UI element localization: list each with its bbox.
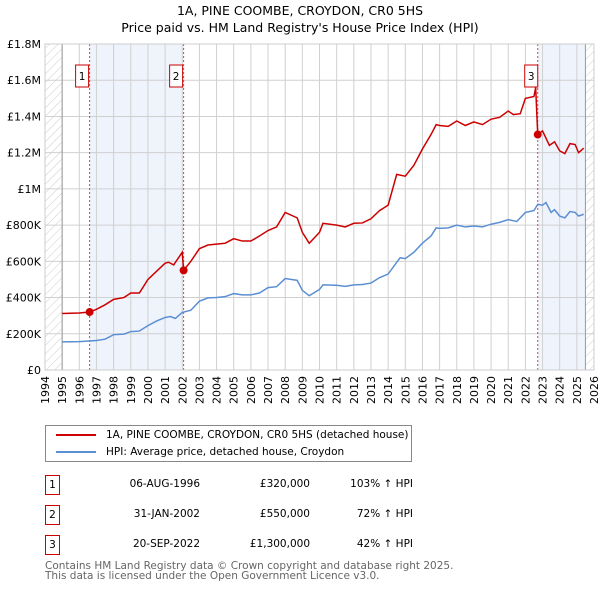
sale-label-box [75,64,90,88]
x-tick-label: 1995 [56,376,69,404]
x-tick-label: 2021 [502,376,515,404]
sale-row: 3 20-SEP-2022 £1,300,000 42% ↑ HPI [45,535,445,555]
x-tick-label: 2000 [142,376,155,404]
x-tick-label: 2013 [365,376,378,404]
x-tick-label: 2001 [159,376,172,404]
hatched-range [45,44,63,370]
shaded-range [89,44,184,370]
y-tick-label: £1M [18,183,42,196]
x-tick-label: 2003 [193,376,206,404]
x-tick-label: 2025 [571,376,584,404]
sale-label-box [524,64,539,88]
x-tick-label: 1996 [73,376,86,404]
sale-date: 20-SEP-2022 [132,538,200,550]
x-tick-label: 2020 [485,376,498,404]
legend-swatch-property [56,434,96,436]
sale-row: 2 31-JAN-2002 £550,000 72% ↑ HPI [45,505,445,525]
x-tick-label: 2024 [554,376,567,404]
sale-label-text: 3 [528,71,535,83]
y-tick-label: £1.6M [7,74,41,87]
sale-label-text: 1 [79,71,86,83]
y-tick-label: £600K [6,255,42,268]
x-tick-label: 2004 [211,376,224,404]
series-line-hpi [62,201,584,343]
sale-row: 1 06-AUG-1996 £320,000 103% ↑ HPI [45,475,445,495]
y-tick-label: £800K [6,219,42,232]
shaded-range [537,44,586,370]
y-tick-label: £400K [6,292,42,305]
x-tick-label: 2016 [416,376,429,404]
x-tick-label: 1998 [108,376,121,404]
plot-area: 1994 1995 1996 1997 1998 1999 2000 2001 2002 2003… [6,38,600,404]
x-tick-label: 2014 [382,376,395,404]
legend-label-property: 1A, PINE COOMBE, CROYDON, CR0 5HS (detac… [106,429,409,441]
sale-badge: 1 [45,475,60,495]
series-line-property [62,87,585,315]
sale-badge: 3 [45,535,60,555]
y-tick-label: £0 [27,364,41,377]
x-tick-label: 2022 [519,376,532,404]
y-tick-label: £1.2M [7,147,41,160]
sale-date: 31-JAN-2002 [133,508,200,520]
footer: Contains HM Land Registry data © Crown c… [45,560,454,582]
x-tick-label: 1997 [90,376,103,404]
x-tick-label: 1994 [39,376,52,404]
x-tick-label: 2007 [262,376,275,404]
sale-price: £1,300,000 [249,538,310,550]
sale-date: 06-AUG-1996 [129,478,200,490]
x-tick-label: 2006 [245,376,258,404]
x-tick-label: 2015 [399,376,412,404]
sale-point [85,308,94,317]
sale-hpi: 42% ↑ HPI [356,538,413,550]
y-tick-label: £1.4M [7,110,41,123]
x-tick-label: 2009 [296,376,309,404]
sale-badge: 2 [45,505,60,525]
hatched-range [585,44,594,370]
sale-hpi: 72% ↑ HPI [356,508,413,520]
x-tick-label: 2008 [279,376,292,404]
x-tick-label: 2019 [468,376,481,404]
y-tick-label: £1.8M [7,38,41,51]
sale-label-box [169,64,184,88]
x-tick-label: 2018 [451,376,464,404]
legend-label-hpi: HPI: Average price, detached house, Croy… [106,446,345,458]
x-tick-label: 2012 [348,376,361,404]
plot-border [44,43,595,371]
sale-label-text: 2 [173,71,180,83]
chart-title: 1A, PINE COOMBE, CROYDON, CR0 5HS [176,3,424,18]
footer-line1: Contains HM Land Registry data © Crown c… [45,560,454,572]
x-tick-label: 2005 [228,376,241,404]
legend: 1A, PINE COOMBE, CROYDON, CR0 5HS (detac… [45,425,412,462]
chart-subtitle: Price paid vs. HM Land Registry's House … [121,20,479,35]
x-tick-label: 2010 [314,376,327,404]
x-tick-label: 2023 [537,376,550,404]
sale-price: £320,000 [259,478,310,490]
sale-hpi: 103% ↑ HPI [350,478,413,490]
x-tick-label: 2017 [434,376,447,404]
x-tick-label: 2026 [588,376,600,404]
sale-price: £550,000 [259,508,310,520]
sale-point [179,266,188,275]
legend-swatch-hpi [56,451,96,453]
sale-point [533,130,542,139]
x-tick-label: 2002 [176,376,189,404]
footer-line2: This data is licensed under the Open Gov… [45,570,380,582]
x-tick-label: 1999 [125,376,138,404]
x-tick-label: 2011 [331,376,344,404]
y-tick-label: £200K [6,328,42,341]
